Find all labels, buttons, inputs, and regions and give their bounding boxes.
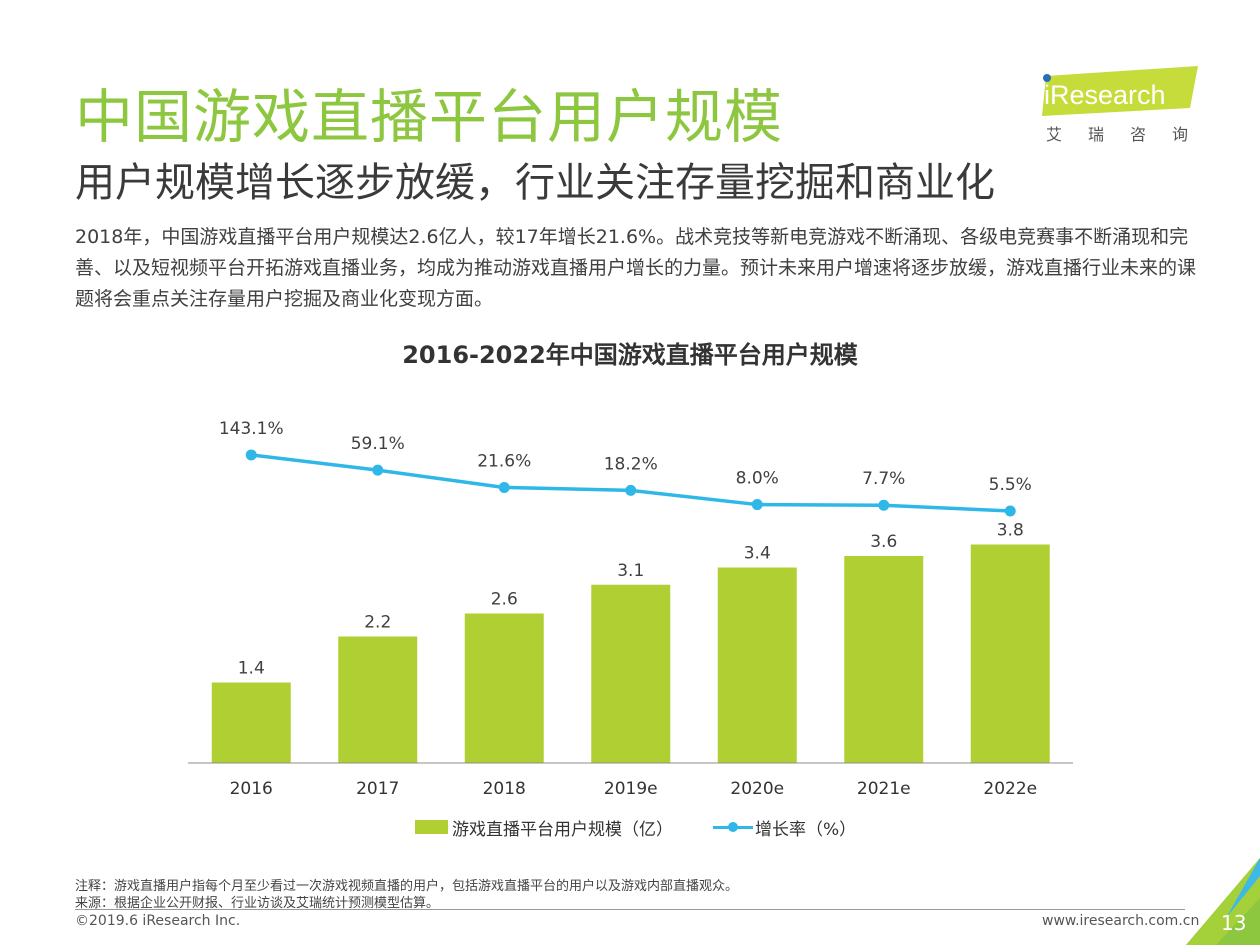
- x-tick-2017: 2017: [356, 779, 399, 799]
- legend-line-swatch: [713, 820, 753, 834]
- bar-2022e: [970, 544, 1050, 763]
- bar-label-2022e: 3.8: [997, 521, 1024, 541]
- page-number: 13: [1221, 911, 1247, 935]
- corner-decoration: [1186, 858, 1260, 945]
- user-scale-chart: 1.4 2.2 2.6 3.1 3.4 3.6 3.8 2016 2017 2018 2019e 2…: [188, 419, 1073, 799]
- growth-point-2022e: [1004, 505, 1016, 517]
- logo-text: iResearch: [1044, 80, 1166, 110]
- iresearch-logo: iResearch: [1042, 66, 1198, 116]
- bar-label-2021e: 3.6: [870, 532, 897, 552]
- growth-label-2020e: 8.0%: [736, 469, 779, 489]
- growth-label-2018: 21.6%: [477, 451, 531, 471]
- bar-2016: [211, 682, 291, 763]
- page-title: 中国游戏直播平台用户规模: [75, 83, 784, 151]
- x-tick-2018: 2018: [483, 779, 526, 799]
- bar-label-2019e: 3.1: [617, 561, 644, 581]
- growth-point-2020e: [751, 499, 763, 511]
- bar-2018: [464, 613, 544, 763]
- chart-source: 来源：根据企业公开财报、行业访谈及艾瑞统计预测模型估算。: [75, 896, 440, 911]
- chart-title: 2016-2022年中国游戏直播平台用户规模: [402, 341, 858, 369]
- legend-label-growth: 增长率（%）: [755, 819, 857, 840]
- legend-bar-swatch: [415, 820, 448, 834]
- bar-label-2018: 2.6: [491, 590, 518, 610]
- bar-label-2020e: 3.4: [744, 544, 771, 564]
- footer-copyright: ©2019.6 iResearch Inc.: [75, 913, 241, 929]
- logo-cn-text: 艾瑞咨询: [1046, 125, 1215, 144]
- bar-2020e: [717, 567, 797, 763]
- bar-2019e: [591, 584, 671, 763]
- legend-item-users: 游戏直播平台用户规模（亿）: [415, 815, 673, 840]
- growth-label-2017: 59.1%: [351, 434, 405, 454]
- legend-item-growth: 增长率（%）: [673, 815, 856, 840]
- growth-label-2022e: 5.5%: [989, 475, 1032, 495]
- footer-divider: [75, 909, 1185, 910]
- footer-website: www.iresearch.com.cn: [1042, 913, 1200, 929]
- growth-point-2016: [245, 449, 257, 461]
- x-tick-2021e: 2021e: [857, 779, 911, 799]
- chart-note: 注释：游戏直播用户指每个月至少看过一次游戏视频直播的用户，包括游戏直播平台的用户…: [75, 879, 739, 894]
- bar-2017: [338, 636, 418, 763]
- chart-legend: 游戏直播平台用户规模（亿） 增长率（%）: [415, 815, 856, 840]
- bar-2021e: [844, 556, 924, 763]
- x-tick-2016: 2016: [230, 779, 273, 799]
- bar-label-2016: 1.4: [238, 659, 265, 679]
- growth-label-2016: 143.1%: [219, 419, 284, 439]
- growth-point-2018: [498, 481, 510, 493]
- x-tick-2022e: 2022e: [983, 779, 1037, 799]
- growth-point-2017: [372, 464, 384, 476]
- growth-point-2019e: [625, 484, 637, 496]
- summary-paragraph: 2018年，中国游戏直播平台用户规模达2.6亿人，较17年增长21.6%。战术竞…: [75, 226, 1197, 310]
- growth-label-2021e: 7.7%: [862, 469, 905, 489]
- growth-point-2021e: [878, 499, 890, 511]
- page-subtitle: 用户规模增长逐步放缓，行业关注存量挖掘和商业化: [75, 160, 995, 206]
- legend-label-users: 游戏直播平台用户规模（亿）: [452, 819, 673, 840]
- growth-label-2019e: 18.2%: [604, 454, 658, 474]
- x-tick-2020e: 2020e: [730, 779, 784, 799]
- bar-label-2017: 2.2: [364, 613, 391, 633]
- x-tick-2019e: 2019e: [604, 779, 658, 799]
